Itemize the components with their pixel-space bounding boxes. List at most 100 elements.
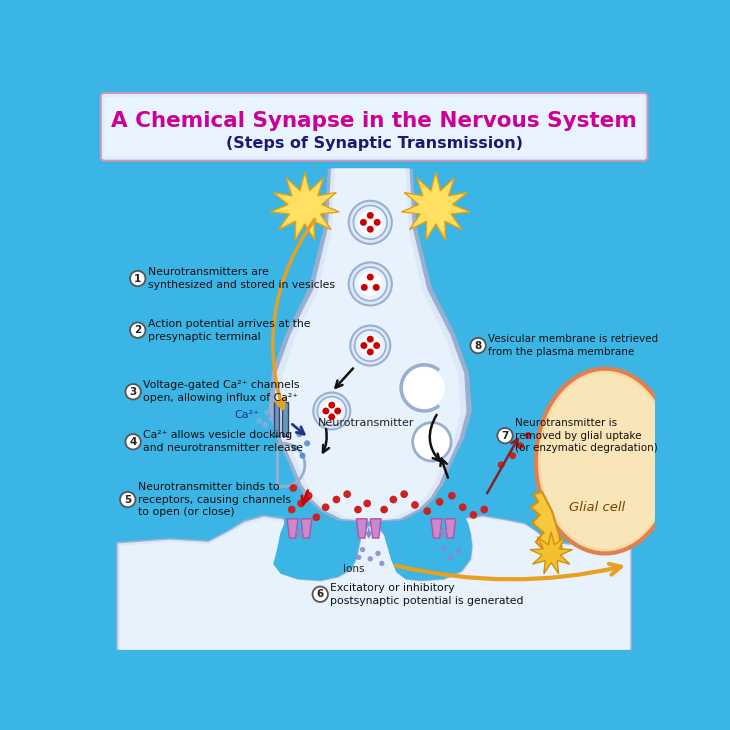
Circle shape — [313, 393, 350, 429]
Circle shape — [305, 492, 312, 499]
Circle shape — [360, 219, 367, 226]
Circle shape — [456, 548, 461, 554]
Circle shape — [263, 422, 269, 428]
Circle shape — [498, 461, 504, 469]
Circle shape — [297, 499, 305, 507]
Text: Neurotransmitter binds to
receptors, causing channels
to open (or close): Neurotransmitter binds to receptors, cau… — [138, 482, 291, 518]
Circle shape — [368, 556, 373, 561]
Circle shape — [296, 431, 302, 437]
Text: Excitatory or inhibitory
postsynaptic potential is generated: Excitatory or inhibitory postsynaptic po… — [330, 583, 523, 606]
Circle shape — [366, 226, 374, 233]
Text: (Steps of Synaptic Transmission): (Steps of Synaptic Transmission) — [226, 136, 523, 150]
Polygon shape — [445, 519, 456, 538]
Circle shape — [360, 547, 365, 553]
Circle shape — [423, 507, 431, 515]
Circle shape — [364, 499, 371, 507]
Polygon shape — [287, 519, 298, 538]
Circle shape — [374, 219, 380, 226]
Text: Glial cell: Glial cell — [569, 501, 626, 514]
Circle shape — [404, 367, 445, 409]
Circle shape — [412, 423, 451, 461]
Circle shape — [130, 271, 145, 286]
Ellipse shape — [536, 369, 675, 553]
Text: 2: 2 — [134, 325, 142, 335]
Circle shape — [436, 498, 443, 506]
Circle shape — [373, 284, 380, 291]
Polygon shape — [274, 402, 280, 436]
Circle shape — [304, 440, 310, 447]
FancyBboxPatch shape — [101, 93, 648, 161]
Circle shape — [349, 201, 392, 244]
Text: Ca²⁺ allows vesicle docking
and neurotransmitter release: Ca²⁺ allows vesicle docking and neurotra… — [143, 431, 303, 453]
Circle shape — [353, 206, 387, 239]
Circle shape — [349, 262, 392, 306]
Polygon shape — [280, 169, 461, 520]
Circle shape — [448, 492, 456, 499]
Circle shape — [126, 384, 141, 399]
Circle shape — [510, 452, 516, 459]
Circle shape — [354, 506, 362, 513]
Text: Voltage-gated Ca²⁺ channels
open, allowing influx of Ca²⁺: Voltage-gated Ca²⁺ channels open, allowi… — [143, 380, 299, 403]
Circle shape — [375, 550, 380, 556]
Polygon shape — [402, 172, 470, 240]
Circle shape — [288, 506, 296, 513]
Circle shape — [350, 326, 391, 366]
Circle shape — [322, 504, 329, 511]
Circle shape — [334, 407, 341, 415]
Text: 4: 4 — [129, 437, 137, 447]
Circle shape — [361, 284, 368, 291]
Circle shape — [333, 496, 340, 504]
Circle shape — [318, 396, 346, 426]
Circle shape — [361, 342, 367, 349]
Circle shape — [264, 410, 270, 415]
Circle shape — [358, 210, 382, 234]
Circle shape — [130, 323, 145, 338]
Circle shape — [459, 504, 466, 511]
Circle shape — [356, 555, 361, 560]
Polygon shape — [269, 169, 472, 523]
Text: Ions: Ions — [343, 564, 365, 574]
Circle shape — [292, 445, 298, 451]
Circle shape — [322, 401, 342, 421]
Circle shape — [256, 418, 263, 424]
Text: Neurotransmitters are
synthesized and stored in vesicles: Neurotransmitters are synthesized and st… — [147, 267, 335, 290]
Circle shape — [411, 501, 419, 509]
Circle shape — [343, 491, 351, 498]
Circle shape — [480, 506, 488, 513]
Circle shape — [366, 274, 374, 280]
Text: 5: 5 — [124, 494, 131, 504]
Circle shape — [390, 496, 397, 504]
Circle shape — [328, 413, 335, 420]
Text: Ca²⁺: Ca²⁺ — [234, 410, 259, 420]
Polygon shape — [530, 532, 572, 574]
Circle shape — [497, 428, 512, 443]
Polygon shape — [120, 518, 630, 650]
Circle shape — [525, 432, 531, 439]
Circle shape — [366, 348, 374, 356]
Circle shape — [328, 402, 335, 409]
Circle shape — [312, 587, 328, 602]
Circle shape — [289, 484, 297, 492]
Text: 8: 8 — [474, 341, 482, 350]
Polygon shape — [370, 519, 381, 538]
Text: Action potential arrives at the
presynaptic terminal: Action potential arrives at the presynap… — [147, 319, 310, 342]
Circle shape — [517, 442, 524, 449]
FancyBboxPatch shape — [104, 97, 644, 157]
Text: Neurotransmitter: Neurotransmitter — [318, 418, 415, 428]
Polygon shape — [271, 172, 339, 240]
Polygon shape — [531, 492, 563, 553]
Circle shape — [299, 453, 306, 458]
Text: 7: 7 — [502, 431, 509, 441]
Circle shape — [312, 513, 320, 521]
Circle shape — [379, 561, 385, 566]
Circle shape — [323, 407, 329, 415]
Circle shape — [355, 330, 386, 361]
Polygon shape — [283, 402, 288, 436]
Circle shape — [380, 506, 388, 513]
Circle shape — [366, 336, 374, 342]
Circle shape — [373, 342, 380, 349]
Polygon shape — [274, 169, 466, 521]
Circle shape — [126, 434, 141, 450]
Circle shape — [120, 492, 136, 507]
Text: Vesicular membrane is retrieved
from the plasma membrane: Vesicular membrane is retrieved from the… — [488, 334, 658, 357]
